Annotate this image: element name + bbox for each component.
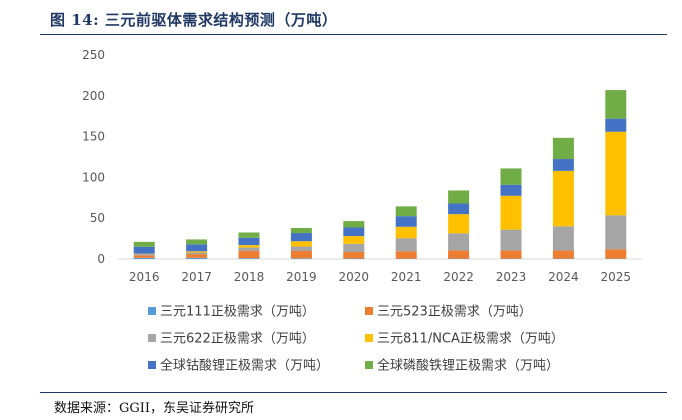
figure-title: 图 14: 三元前驱体需求结构预测（万吨） xyxy=(50,11,338,29)
bar-segment-2021-series-3 xyxy=(395,238,417,252)
x-axis: 2016 2017 2018 2019 2020 2021 2022 2023 2024 2025 xyxy=(129,270,631,284)
bar-segment-2022-series-2 xyxy=(448,250,470,259)
bar-segment-2017-series-2 xyxy=(186,254,208,258)
y-tick-label: 50 xyxy=(90,211,105,225)
bar-segment-2019-series-1 xyxy=(290,258,312,259)
bottom-rule xyxy=(40,392,667,393)
bar-segment-2021-series-2 xyxy=(395,251,417,259)
x-tick-label: 2017 xyxy=(181,270,212,284)
y-tick-label: 150 xyxy=(82,130,105,144)
bar-segment-2025-series-4 xyxy=(605,131,627,216)
bar-segment-2019-series-5 xyxy=(290,233,312,242)
bar-segment-2019-series-6 xyxy=(290,227,312,234)
bar-segment-2022-series-6 xyxy=(448,190,470,204)
bar-segment-2025-series-2 xyxy=(605,249,627,259)
bar-segment-2020-series-2 xyxy=(343,251,365,259)
bar-segment-2017-series-6 xyxy=(186,239,208,245)
legend-swatch xyxy=(365,334,373,342)
bar-segment-2016-series-6 xyxy=(133,241,155,247)
bar-segment-2022-series-3 xyxy=(448,233,470,251)
x-tick-label: 2022 xyxy=(443,270,474,284)
y-tick-label: 0 xyxy=(97,252,105,266)
bar-segment-2017-series-4 xyxy=(186,251,208,253)
bars xyxy=(133,90,627,259)
bar-segment-2024-series-2 xyxy=(552,250,574,259)
stacked-bar-chart: 0 50 100 150 200 250 2016 2017 2018 2019 2020 2021… xyxy=(82,48,642,374)
legend-swatch xyxy=(365,307,373,315)
bar-segment-2024-series-6 xyxy=(552,137,574,160)
bar-segment-2022-series-4 xyxy=(448,214,470,234)
bar-segment-2020-series-4 xyxy=(343,236,365,244)
x-tick-label: 2023 xyxy=(496,270,527,284)
bar-segment-2018-series-5 xyxy=(238,237,260,246)
bar-segment-2021-series-5 xyxy=(395,216,417,227)
bar-segment-2018-series-3 xyxy=(238,247,260,251)
bar-segment-2023-series-5 xyxy=(500,184,522,196)
bar-segment-2023-series-6 xyxy=(500,168,522,185)
top-rule xyxy=(40,34,667,35)
bar-segment-2019-series-4 xyxy=(290,241,312,247)
bar-segment-2021-series-4 xyxy=(395,226,417,239)
legend-label: 三元111正极需求（万吨） xyxy=(160,305,315,320)
legend-label: 全球磷酸铁锂正极需求（万吨） xyxy=(377,358,559,374)
legend-swatch xyxy=(148,361,156,369)
x-tick-label: 2019 xyxy=(286,270,317,284)
bar-segment-2024-series-5 xyxy=(552,159,574,171)
bar-segment-2019-series-3 xyxy=(290,246,312,252)
y-axis: 0 50 100 150 200 250 xyxy=(82,48,105,266)
bar-segment-2016-series-3 xyxy=(133,254,155,256)
bar-segment-2019-series-2 xyxy=(290,251,312,259)
bar-segment-2018-series-6 xyxy=(238,232,260,238)
bar-segment-2018-series-2 xyxy=(238,250,260,259)
bar-segment-2023-series-3 xyxy=(500,229,522,251)
legend-swatch xyxy=(148,334,156,342)
bar-segment-2018-series-4 xyxy=(238,245,260,248)
x-tick-label: 2021 xyxy=(391,270,422,284)
y-tick-label: 200 xyxy=(82,89,105,103)
x-tick-label: 2016 xyxy=(129,270,160,284)
bar-segment-2017-series-3 xyxy=(186,252,208,255)
x-tick-label: 2020 xyxy=(339,270,370,284)
bar-segment-2024-series-3 xyxy=(552,226,574,251)
legend: 三元111正极需求（万吨） 三元523正极需求（万吨） 三元622正极需求（万吨） 三… xyxy=(148,305,564,374)
bar-segment-2017-series-5 xyxy=(186,244,208,252)
bar-segment-2021-series-6 xyxy=(395,206,417,217)
bar-segment-2017-series-1 xyxy=(186,257,208,259)
legend-label: 三元523正极需求（万吨） xyxy=(377,305,532,320)
bar-segment-2020-series-3 xyxy=(343,243,365,252)
bar-segment-2016-series-2 xyxy=(133,255,155,258)
legend-label: 三元622正极需求（万吨） xyxy=(160,332,315,347)
bar-segment-2020-series-6 xyxy=(343,221,365,228)
x-tick-label: 2024 xyxy=(548,270,579,284)
y-tick-label: 250 xyxy=(82,48,105,62)
bar-segment-2016-series-5 xyxy=(133,246,155,254)
legend-label: 全球钴酸锂正极需求（万吨） xyxy=(160,358,329,374)
bar-segment-2023-series-2 xyxy=(500,250,522,259)
bar-segment-2025-series-6 xyxy=(605,90,627,119)
bar-segment-2022-series-5 xyxy=(448,203,470,215)
bar-segment-2018-series-1 xyxy=(238,258,260,259)
bar-segment-2024-series-4 xyxy=(552,170,574,227)
x-tick-label: 2018 xyxy=(234,270,265,284)
bar-segment-2025-series-3 xyxy=(605,215,627,250)
x-tick-label: 2025 xyxy=(601,270,632,284)
legend-swatch xyxy=(148,307,156,315)
source-note: 数据来源：GGII，东吴证券研究所 xyxy=(54,401,255,416)
bar-segment-2025-series-5 xyxy=(605,118,627,132)
bar-segment-2016-series-1 xyxy=(133,257,155,259)
bar-segment-2020-series-5 xyxy=(343,227,365,237)
legend-label: 三元811/NCA正极需求（万吨） xyxy=(377,332,564,347)
legend-swatch xyxy=(365,361,373,369)
bar-segment-2023-series-4 xyxy=(500,195,522,230)
y-tick-label: 100 xyxy=(82,170,105,184)
